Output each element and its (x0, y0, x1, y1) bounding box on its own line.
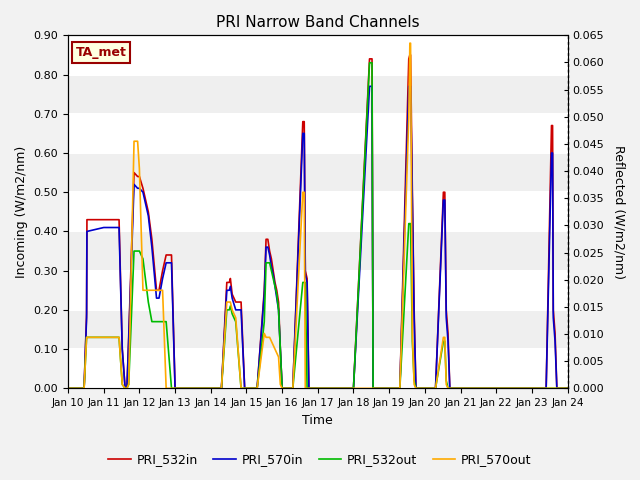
PRI_570in (64, 385, 72, 391)
Bar (68, 231, 568, 271)
PRI_570in (218, 385, 225, 391)
PRI_570out (83, 335, 90, 340)
PRI_532in (64, 385, 72, 391)
PRI_570out (223, 299, 230, 305)
Bar (68, 36, 568, 74)
PRI_570out (564, 385, 572, 391)
Text: TA_met: TA_met (76, 46, 126, 59)
PRI_532out (564, 385, 572, 391)
Bar (68, 349, 568, 388)
PRI_532in (276, 346, 284, 352)
Bar (68, 74, 568, 114)
PRI_570in (564, 385, 572, 391)
PRI_532in (564, 385, 572, 391)
PRI_532out (223, 307, 230, 313)
PRI_570in (223, 288, 230, 293)
PRI_532in (314, 385, 322, 391)
PRI_532in (223, 279, 230, 285)
PRI_532in (548, 123, 556, 129)
Y-axis label: Reflected (W/m2/nm): Reflected (W/m2/nm) (612, 145, 625, 279)
PRI_532in (406, 52, 413, 58)
Bar (68, 153, 568, 192)
Bar (68, 114, 568, 153)
PRI_532out (64, 385, 72, 391)
PRI_570out (548, 385, 556, 391)
PRI_570out (218, 385, 225, 391)
PRI_532out (314, 385, 322, 391)
PRI_570out (406, 40, 413, 46)
Line: PRI_532out: PRI_532out (68, 63, 568, 388)
PRI_570in (365, 84, 373, 89)
Bar (68, 271, 568, 310)
PRI_532out (218, 385, 225, 391)
PRI_532in (218, 385, 225, 391)
Y-axis label: Incoming (W/m2/nm): Incoming (W/m2/nm) (15, 146, 28, 278)
PRI_570in (314, 385, 322, 391)
PRI_570out (276, 382, 284, 387)
PRI_532out (83, 335, 90, 340)
PRI_532out (548, 385, 556, 391)
PRI_570in (83, 315, 90, 321)
Title: PRI Narrow Band Channels: PRI Narrow Band Channels (216, 15, 420, 30)
PRI_570in (548, 150, 556, 156)
PRI_532out (365, 60, 373, 66)
PRI_570out (64, 385, 72, 391)
PRI_532out (276, 346, 284, 352)
Bar (68, 310, 568, 349)
Bar (68, 192, 568, 231)
PRI_570out (314, 385, 322, 391)
Line: PRI_570out: PRI_570out (68, 43, 568, 388)
X-axis label: Time: Time (303, 414, 333, 427)
PRI_570in (276, 346, 284, 352)
Legend: PRI_532in, PRI_570in, PRI_532out, PRI_570out: PRI_532in, PRI_570in, PRI_532out, PRI_57… (103, 448, 537, 471)
Line: PRI_570in: PRI_570in (68, 86, 568, 388)
PRI_532in (83, 311, 90, 317)
Line: PRI_532in: PRI_532in (68, 55, 568, 388)
